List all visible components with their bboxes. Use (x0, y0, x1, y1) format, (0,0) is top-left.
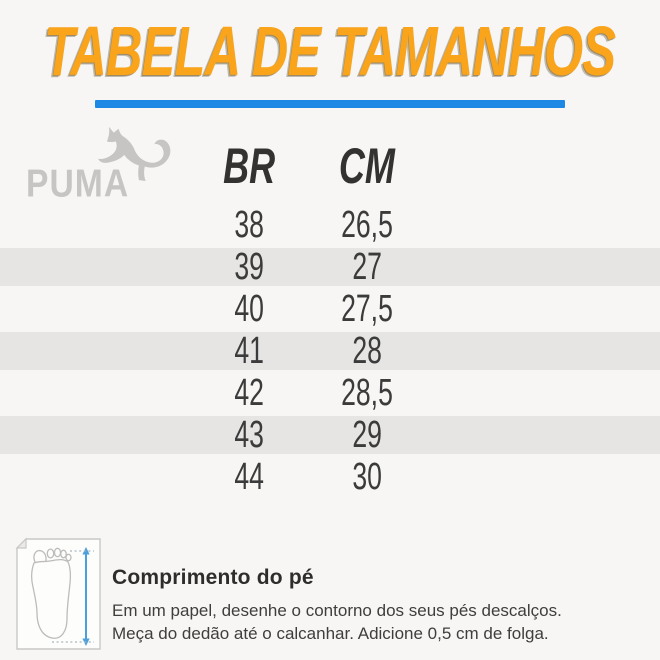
br-value: 40 (234, 287, 264, 330)
table-row: 38 26,5 (0, 204, 660, 246)
cm-value: 30 (352, 455, 382, 498)
instructions-line-1: Em um papel, desenhe o contorno dos seus… (112, 601, 562, 620)
br-value: 43 (234, 413, 264, 456)
foot-outline (30, 547, 72, 639)
puma-cat-icon (98, 126, 171, 182)
table-row: 42 28,5 (0, 372, 660, 414)
instructions-block: Comprimento do pé Em um papel, desenhe o… (112, 566, 642, 646)
measure-arrow (52, 547, 94, 646)
foot-measure-icon (15, 537, 101, 650)
table-row: 44 30 (0, 456, 660, 498)
paper-fold (15, 537, 27, 549)
br-value: 38 (234, 203, 264, 246)
table-row: 39 27 (0, 246, 660, 288)
column-header-cm: CM (338, 138, 395, 194)
puma-wordmark: PUMA (26, 161, 130, 205)
cm-value: 28,5 (341, 371, 393, 414)
table-row: 43 29 (0, 414, 660, 456)
cm-value: 28 (352, 329, 382, 372)
cm-value: 27,5 (341, 287, 393, 330)
br-value: 39 (234, 245, 264, 288)
column-header-br: BR (223, 138, 275, 194)
instructions-line-2: Meça do dedão até o calcanhar. Adicione … (112, 624, 549, 644)
instructions-heading: Comprimento do pé (112, 566, 314, 589)
table-row: 41 28 (0, 330, 660, 372)
puma-logo: PUMA (24, 122, 172, 206)
br-value: 41 (234, 329, 264, 372)
page-title-wrap: TABELA DE TAMANHOS (0, 12, 660, 90)
br-value: 44 (234, 455, 264, 498)
cm-value: 27 (352, 245, 382, 288)
cm-value: 26,5 (341, 203, 393, 246)
title-underline (95, 100, 565, 108)
table-row: 40 27,5 (0, 288, 660, 330)
cm-value: 29 (352, 413, 382, 456)
table-header: BR CM (0, 136, 660, 196)
size-table: 38 26,5 39 27 40 27,5 41 28 42 28,5 43 2… (0, 204, 660, 498)
page-title: TABELA DE TAMANHOS (44, 12, 616, 90)
br-value: 42 (234, 371, 264, 414)
